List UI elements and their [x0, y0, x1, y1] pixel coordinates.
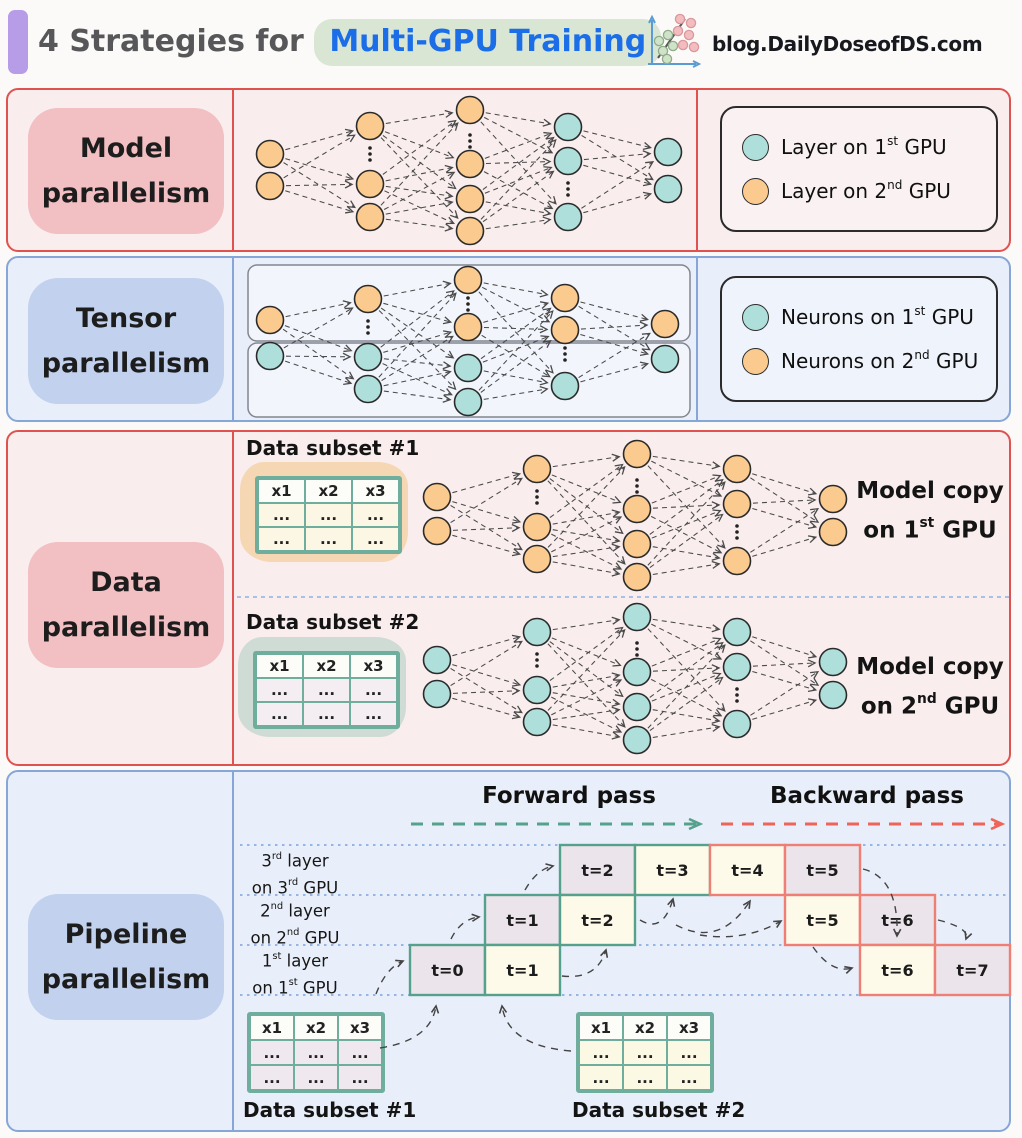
- panel-tensor-parallelism: Tensor parallelism Neurons on 1st GPU Ne…: [6, 256, 1011, 422]
- legend-item: Layer on 1st GPU: [742, 133, 996, 161]
- gpu1-dot-icon: [742, 133, 769, 161]
- mini-table: x1 x2 x3..................: [578, 1014, 712, 1091]
- table-cell: ...: [257, 502, 306, 528]
- table-cell: ...: [304, 502, 353, 528]
- table-cell: ...: [622, 1064, 668, 1091]
- scatter-plot-logo-icon: [648, 13, 702, 68]
- table-cell: ...: [304, 526, 353, 552]
- data-subset-1-table: x1 x2 x3..................: [255, 476, 402, 554]
- pipeline-row-label-gpu3: 3rd layer on 3rd GPU: [251, 850, 339, 897]
- table-header-cell: x3: [349, 653, 398, 679]
- table-cell: ...: [351, 502, 400, 528]
- table-cell: ...: [255, 701, 304, 727]
- table-header-cell: x1: [578, 1014, 624, 1041]
- table-cell: ...: [666, 1039, 712, 1066]
- panel-divider: [232, 771, 235, 1131]
- pipeline-subset-1-label: Data subset #1: [243, 1098, 417, 1122]
- data-subset-1-label: Data subset #1: [246, 436, 420, 460]
- model-legend: Layer on 1st GPU Layer on 2nd GPU: [720, 106, 998, 232]
- panel-divider: [232, 431, 235, 765]
- table-cell: ...: [349, 701, 398, 727]
- table-cell: ...: [337, 1064, 383, 1091]
- pipeline-subset-1-table: x1 x2 x3..................: [247, 1012, 385, 1093]
- table-header-cell: x2: [302, 653, 351, 679]
- panel-pipeline-parallelism: Pipeline parallelism: [6, 770, 1011, 1132]
- gpu2-dot-icon: [742, 347, 769, 375]
- backward-pass-label: Backward pass: [770, 783, 964, 809]
- table-header-cell: x1: [257, 478, 306, 504]
- model-copy-gpu1-label: Model copy on 1st GPU: [856, 478, 1004, 544]
- pipeline-parallelism-label: Pipeline parallelism: [28, 894, 224, 1020]
- panel-model-parallelism: Model parallelism Layer on 1st GPU Layer…: [6, 88, 1011, 252]
- table-header-cell: x2: [622, 1014, 668, 1041]
- table-cell: ...: [302, 701, 351, 727]
- title-highlight: Multi-GPU Training: [314, 19, 662, 66]
- data-parallelism-label: Data parallelism: [28, 542, 224, 668]
- table-cell: ...: [249, 1064, 295, 1091]
- table-header-cell: x1: [249, 1014, 295, 1041]
- table-cell: ...: [249, 1039, 295, 1066]
- panel-divider: [696, 89, 699, 251]
- table-header-cell: x3: [666, 1014, 712, 1041]
- table-header-cell: x2: [293, 1014, 339, 1041]
- mini-table: x1 x2 x3..................: [257, 478, 400, 552]
- data-subset-2-table: x1 x2 x3..................: [253, 651, 400, 729]
- table-header-cell: x1: [255, 653, 304, 679]
- panel-divider: [696, 257, 699, 421]
- model-copy-gpu2-label: Model copy on 2nd GPU: [856, 654, 1004, 720]
- brand-text: blog.DailyDoseofDS.com: [712, 32, 983, 56]
- tensor-legend: Neurons on 1st GPU Neurons on 2nd GPU: [720, 276, 998, 402]
- table-cell: ...: [337, 1039, 383, 1066]
- table-cell: ...: [349, 677, 398, 703]
- accent-bar: [8, 10, 28, 74]
- pipeline-row-label-gpu1: 1st layer on 1st GPU: [252, 950, 338, 997]
- table-cell: ...: [302, 677, 351, 703]
- table-cell: ...: [578, 1064, 624, 1091]
- forward-pass-label: Forward pass: [482, 783, 656, 809]
- table-header-cell: x2: [304, 478, 353, 504]
- mini-table: x1 x2 x3..................: [255, 653, 398, 727]
- table-cell: ...: [351, 526, 400, 552]
- table-cell: ...: [622, 1039, 668, 1066]
- gpu2-dot-icon: [742, 177, 769, 205]
- legend-item: Layer on 2nd GPU: [742, 177, 996, 205]
- table-cell: ...: [293, 1064, 339, 1091]
- pink-dots: [672, 13, 700, 53]
- table-cell: ...: [578, 1039, 624, 1066]
- model-parallelism-label: Model parallelism: [28, 108, 224, 234]
- panel-divider: [232, 257, 235, 421]
- table-header-cell: x3: [337, 1014, 383, 1041]
- legend-item: Neurons on 2nd GPU: [742, 347, 996, 375]
- gpu1-dot-icon: [742, 303, 769, 331]
- panel-divider: [232, 89, 235, 251]
- table-cell: ...: [666, 1064, 712, 1091]
- pipeline-row-label-gpu2: 2nd layer on 2nd GPU: [250, 900, 340, 947]
- tensor-parallelism-label: Tensor parallelism: [28, 278, 224, 404]
- legend-item: Neurons on 1st GPU: [742, 303, 996, 331]
- data-subset-2-label: Data subset #2: [246, 610, 420, 634]
- pipeline-subset-2-label: Data subset #2: [572, 1098, 746, 1122]
- table-cell: ...: [255, 677, 304, 703]
- table-cell: ...: [257, 526, 306, 552]
- table-cell: ...: [293, 1039, 339, 1066]
- title-prefix: 4 Strategies for: [38, 24, 304, 59]
- page-title: 4 Strategies for Multi-GPU Training: [38, 19, 662, 66]
- pipeline-subset-2-table: x1 x2 x3..................: [576, 1012, 714, 1093]
- table-header-cell: x3: [351, 478, 400, 504]
- green-dots: [653, 29, 679, 65]
- mini-table: x1 x2 x3..................: [249, 1014, 383, 1091]
